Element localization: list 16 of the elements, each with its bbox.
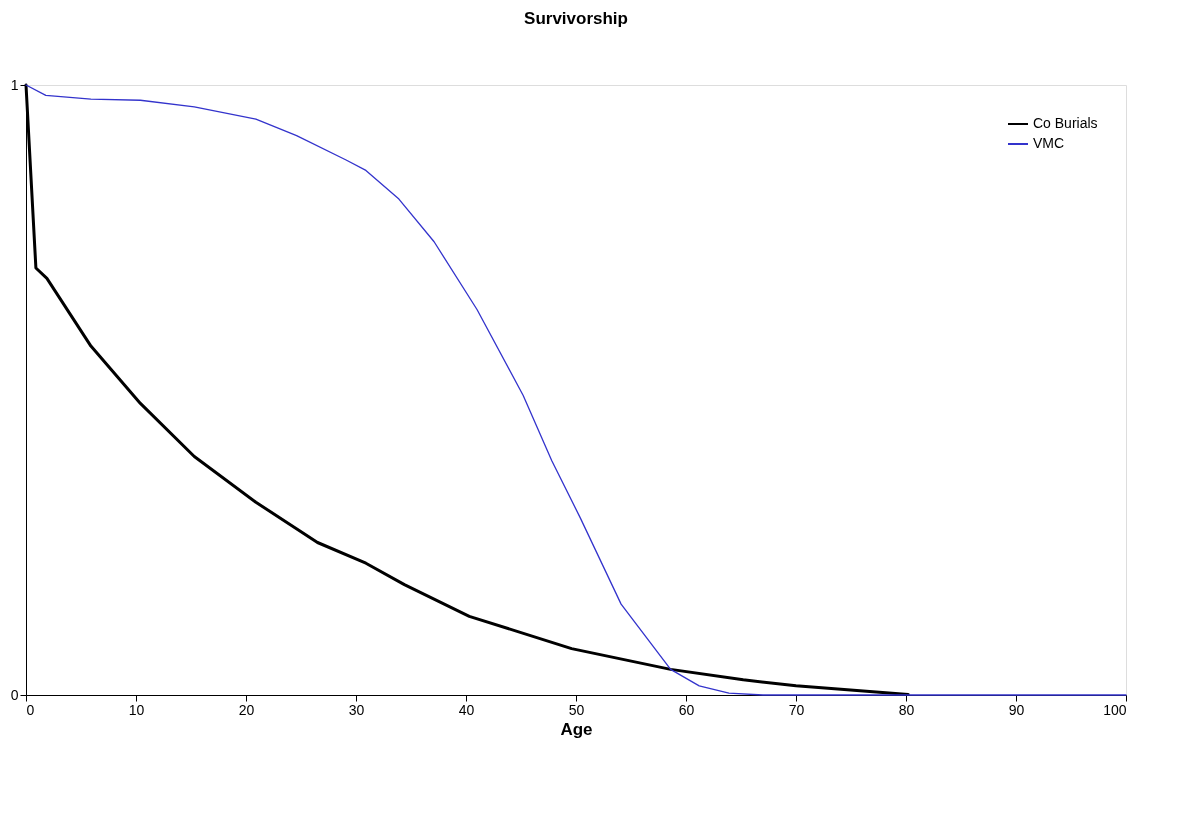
chart-title: Survivorship	[524, 9, 628, 28]
y-tick-label: 1	[10, 76, 19, 93]
legend-label: VMC	[1033, 135, 1065, 151]
x-tick-label: 20	[238, 701, 255, 718]
x-tick-label: 10	[128, 701, 145, 718]
x-tick-label: 100	[1103, 701, 1127, 718]
x-axis-title: Age	[560, 719, 593, 739]
x-tick-label: 40	[458, 701, 475, 718]
legend-label: Co Burials	[1033, 115, 1098, 131]
x-tick-label: 60	[678, 701, 695, 718]
x-tick-label: 90	[1008, 701, 1025, 718]
x-tick-label: 50	[568, 701, 585, 718]
x-tick-label: 80	[898, 701, 915, 718]
x-tick-label: 30	[348, 701, 365, 718]
x-tick-label: 0	[26, 701, 35, 718]
x-tick-label: 70	[788, 701, 805, 718]
